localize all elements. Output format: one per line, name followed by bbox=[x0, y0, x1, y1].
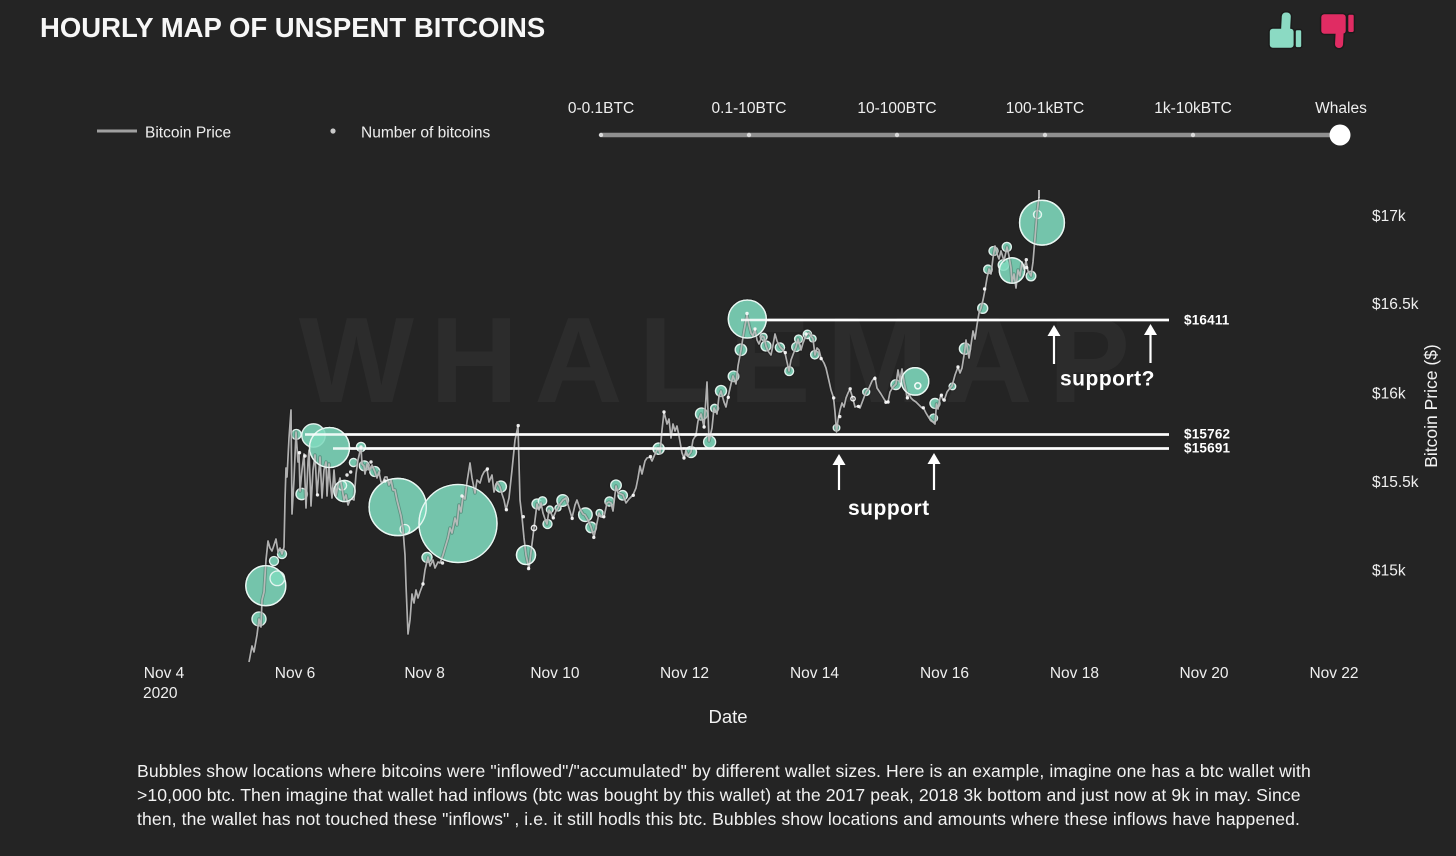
svg-text:Nov 22: Nov 22 bbox=[1309, 665, 1358, 682]
svg-text:$15762: $15762 bbox=[1184, 427, 1230, 442]
svg-text:$15k: $15k bbox=[1372, 563, 1406, 580]
svg-text:Nov 4: Nov 4 bbox=[144, 665, 185, 682]
svg-text:0-0.1BTC: 0-0.1BTC bbox=[568, 100, 634, 117]
svg-text:support?: support? bbox=[1060, 368, 1155, 391]
svg-text:Bitcoin Price ($): Bitcoin Price ($) bbox=[1421, 344, 1441, 468]
svg-text:100-1kBTC: 100-1kBTC bbox=[1006, 100, 1084, 117]
svg-text:1k-10kBTC: 1k-10kBTC bbox=[1154, 100, 1232, 117]
svg-text:Whales: Whales bbox=[1315, 100, 1367, 117]
svg-text:$16.5k: $16.5k bbox=[1372, 296, 1419, 313]
svg-text:support: support bbox=[848, 497, 930, 520]
svg-text:Nov 10: Nov 10 bbox=[530, 665, 579, 682]
svg-text:$16k: $16k bbox=[1372, 386, 1406, 403]
svg-text:Nov 6: Nov 6 bbox=[275, 665, 316, 682]
svg-text:$17k: $17k bbox=[1372, 208, 1406, 225]
svg-text:Nov 14: Nov 14 bbox=[790, 665, 839, 682]
svg-text:Nov 8: Nov 8 bbox=[404, 665, 445, 682]
svg-text:$16411: $16411 bbox=[1184, 313, 1230, 328]
svg-text:2020: 2020 bbox=[143, 685, 178, 702]
svg-text:$15691: $15691 bbox=[1184, 441, 1231, 456]
svg-text:Nov 20: Nov 20 bbox=[1179, 665, 1228, 682]
svg-text:WHALEMAP: WHALEMAP bbox=[299, 292, 1146, 428]
svg-text:Nov 18: Nov 18 bbox=[1050, 665, 1099, 682]
svg-text:Nov 16: Nov 16 bbox=[920, 665, 969, 682]
svg-text:10-100BTC: 10-100BTC bbox=[857, 100, 936, 117]
svg-text:$15.5k: $15.5k bbox=[1372, 474, 1419, 491]
svg-text:0.1-10BTC: 0.1-10BTC bbox=[712, 100, 787, 117]
svg-text:Number of bitcoins: Number of bitcoins bbox=[361, 125, 490, 142]
svg-text:Bitcoin Price: Bitcoin Price bbox=[145, 125, 231, 142]
svg-text:Nov 12: Nov 12 bbox=[660, 665, 709, 682]
svg-text:Date: Date bbox=[708, 706, 747, 727]
